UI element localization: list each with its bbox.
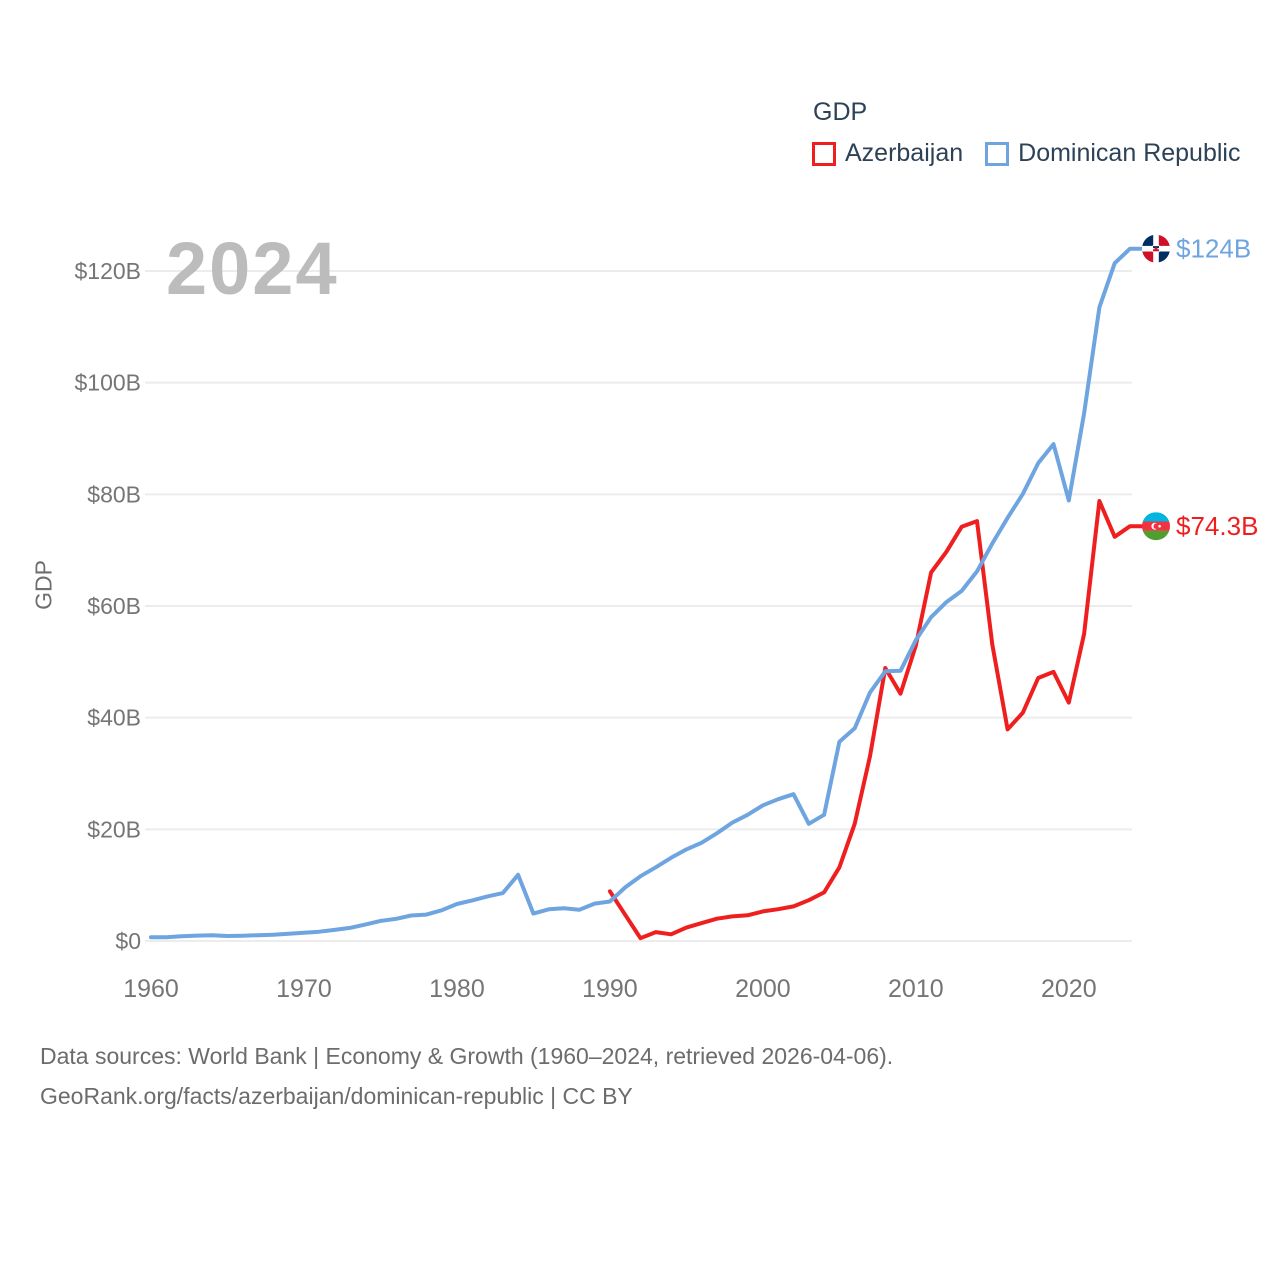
- y-tick-label: $0: [115, 928, 141, 954]
- legend-item-dominican-republic[interactable]: Dominican Republic: [985, 139, 1240, 168]
- x-tick-label: 2000: [735, 975, 791, 1003]
- dominican-republic-line: [149, 246, 1144, 940]
- dominican-republic-flag-icon: [1142, 234, 1170, 263]
- chart-legend: GDP Azerbaijan Dominican Republic: [812, 98, 1240, 168]
- legend-title: GDP: [813, 98, 868, 126]
- y-tick-label: $80B: [87, 481, 141, 507]
- y-tick-label: $100B: [74, 370, 141, 396]
- x-tick-label: 2010: [888, 975, 944, 1003]
- x-tick-label: 1990: [582, 975, 638, 1003]
- dominican-republic-swatch-icon: [985, 141, 1010, 166]
- x-tick-label: 1980: [429, 975, 485, 1003]
- dominican-republic-end-value: $124B: [1176, 234, 1251, 264]
- legend-label: Azerbaijan: [845, 139, 964, 167]
- azerbaijan-flag-icon: [1142, 512, 1170, 541]
- legend-item-azerbaijan[interactable]: Azerbaijan: [812, 139, 963, 168]
- series-lines: [149, 246, 1144, 941]
- y-tick-label: $60B: [87, 593, 141, 619]
- source-attribution: Data sources: World Bank | Economy & Gro…: [40, 1036, 893, 1116]
- y-axis-title-text: GDP: [30, 560, 57, 610]
- gridlines: [145, 270, 1132, 942]
- azerbaijan-swatch-icon: [812, 141, 836, 166]
- azerbaijan-line: [607, 499, 1144, 941]
- x-tick-label: 2020: [1041, 975, 1097, 1003]
- x-axis-tick-labels: 1960 1970 1980 1990 2000 2010 2020: [123, 975, 1096, 1003]
- y-axis-tick-labels: $0 $20B $40B $60B $80B $100B $120B: [74, 258, 141, 954]
- y-tick-label: $20B: [87, 816, 141, 842]
- x-tick-label: 1970: [276, 975, 332, 1003]
- azerbaijan-end-value: $74.3B: [1176, 511, 1258, 541]
- source-line-2: GeoRank.org/facts/azerbaijan/dominican-r…: [40, 1083, 633, 1109]
- x-tick-label: 1960: [123, 975, 179, 1003]
- y-tick-label: $40B: [87, 705, 141, 731]
- legend-label: Dominican Republic: [1018, 139, 1241, 167]
- y-tick-label: $120B: [74, 258, 141, 284]
- legend-items: Azerbaijan Dominican Republic: [812, 139, 1240, 168]
- source-line-1: Data sources: World Bank | Economy & Gro…: [40, 1043, 894, 1069]
